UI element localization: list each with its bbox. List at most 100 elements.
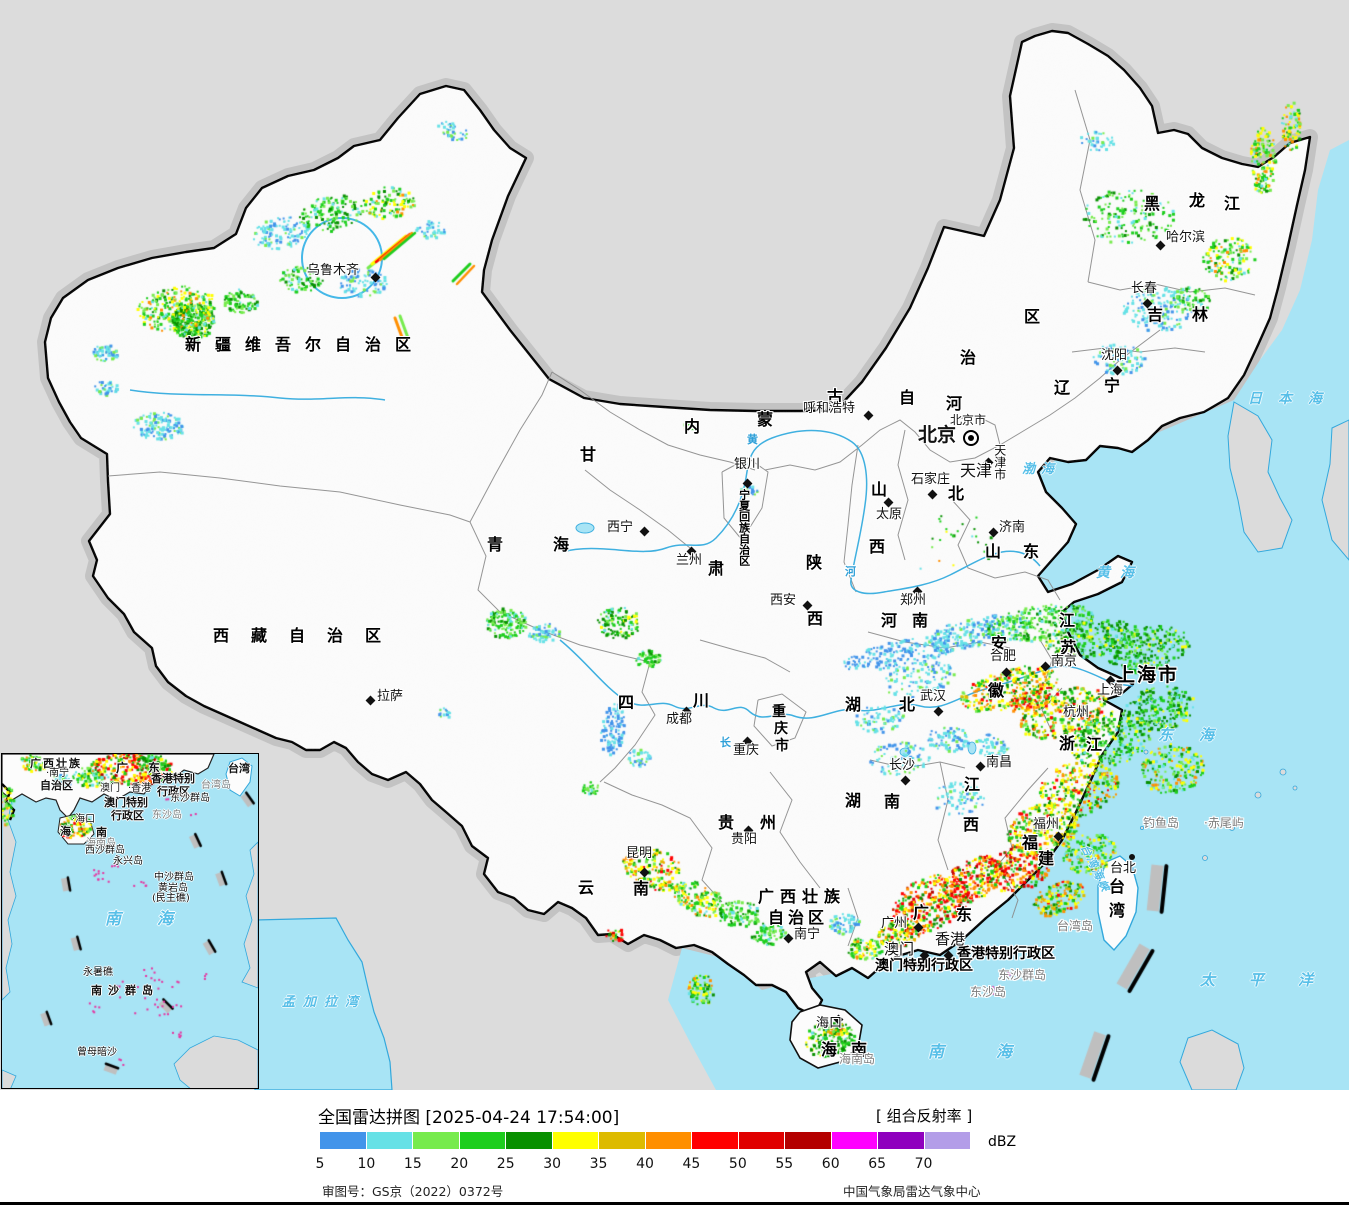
scale-tick: 25 [496, 1156, 515, 1172]
province-label: 香港特别行政区 [957, 946, 1055, 962]
city-label: 合肥 [990, 649, 1017, 664]
city-label: 杭州 [1063, 705, 1090, 720]
city-label: 西宁 [607, 520, 634, 535]
legend-approval-number: 审图号：GS京（2022）0372号 [322, 1184, 504, 1199]
city-marker [913, 922, 923, 932]
inset-label: 澳门特别 [104, 796, 148, 809]
sea-label: 孟加拉湾 [282, 995, 367, 1010]
province-label: 河 [881, 611, 898, 630]
legend-title: 全国雷达拼图 [2025-04-24 17:54:00] [318, 1108, 620, 1128]
city-label: 长春 [1131, 281, 1158, 296]
inset-label: 东 [148, 761, 161, 775]
scale-tick: 35 [589, 1156, 608, 1172]
city-label: 福州 [1033, 817, 1060, 832]
sea-label: 东海 [1158, 726, 1241, 744]
province-label: 广 [913, 903, 930, 922]
island-label: 钓鱼岛 [1143, 816, 1180, 830]
scale-tick: 30 [543, 1156, 562, 1172]
city-marker [639, 526, 649, 536]
province-label: 西 [963, 815, 980, 834]
sea-label: 南海 [928, 1042, 1065, 1061]
province-label: 上海市 [1116, 664, 1180, 686]
city-label: 澳门 [884, 940, 915, 958]
province-label: 湾 [1109, 901, 1126, 920]
province-label: 湖 [845, 695, 862, 714]
province-label: 甘 [580, 445, 597, 464]
province-label: 宁 [1104, 376, 1121, 395]
scale-cell [320, 1132, 366, 1149]
city-label: 郑州 [900, 593, 927, 608]
province-label: 新疆维吾尔自治区 [185, 335, 426, 354]
inset-label: ·香港 [128, 783, 152, 794]
island-label: 天津市 [992, 444, 1007, 480]
scale-cell [645, 1132, 691, 1149]
scale-tick: 70 [914, 1156, 933, 1172]
province-label: 南 [912, 611, 929, 630]
province-label: 林 [1192, 305, 1209, 324]
map-labels-layer: 日本海 渤海 黄海 东海 南海 太平洋 孟加拉湾 台湾海峡 新疆维吾尔自治区 西藏自治区青海甘肃内… [185, 191, 1348, 1066]
province-label: 川 [693, 691, 710, 710]
province-label: 徽 [988, 681, 1005, 700]
city-label: 南京 [1051, 654, 1078, 669]
island-label: 海南岛 [839, 1052, 876, 1066]
sea-label: 台湾海峡 [1078, 842, 1113, 895]
scale-cell [599, 1132, 645, 1149]
province-label: 内 [684, 417, 701, 436]
inset-map-south-china-sea: 广西壮族 自治区 ·南宁 广 东 台湾 台湾岛 香港特别 行政区 澳门特别 行政区 澳门 ·香港 东沙群岛… [1, 753, 259, 1089]
river-label: 黄 [747, 433, 758, 446]
city-label: 长沙 [889, 758, 916, 773]
province-label: 龙 [1189, 191, 1206, 210]
province-label: 黑 [1144, 194, 1161, 213]
colour-scale-ticks: 5 10 15 20 25 30 35 40 45 50 55 60 65 70 [0, 1156, 1349, 1172]
scale-cell [366, 1132, 412, 1149]
city-label: 天津 [960, 461, 993, 480]
city-label: 广州 [881, 916, 908, 931]
province-label: 湖 [845, 791, 862, 810]
city-marker [1155, 240, 1165, 250]
province-label: 江 [1086, 735, 1103, 754]
inset-label: 香港特别 [151, 772, 195, 785]
city-label: 乌鲁木齐 [307, 263, 360, 278]
inset-label: 曾母暗沙 [77, 1047, 117, 1058]
province-label: 州 [760, 813, 777, 832]
scale-tick: 65 [868, 1156, 887, 1172]
province-label: 浙 [1059, 734, 1076, 753]
inset-label: 东沙岛 [152, 810, 182, 821]
province-label: 西藏自治区 [213, 626, 404, 645]
city-label: 贵阳 [731, 832, 758, 847]
province-label: 江 [964, 775, 981, 794]
city-marker [370, 272, 380, 282]
scale-tick: 5 [315, 1156, 325, 1172]
city-marker [975, 761, 985, 771]
province-label: 海 [553, 535, 570, 554]
city-label: 武汉 [920, 689, 947, 704]
island-label: 东沙岛 [970, 985, 1007, 999]
province-label: 河 [946, 394, 963, 413]
sea-label: 太平洋 [1200, 971, 1348, 989]
city-label: 银川 [734, 457, 761, 472]
province-label: 南 [851, 1040, 868, 1059]
province-label: 江 [1059, 611, 1076, 630]
inset-label: 自治区 [40, 779, 73, 792]
province-label: 南 [633, 879, 650, 898]
city-label: 哈尔滨 [1166, 230, 1206, 245]
capital-marker-beijing [963, 430, 979, 446]
city-label: 重庆 [733, 743, 760, 758]
city-marker [783, 933, 793, 943]
island-label: 东沙群岛 [998, 968, 1047, 982]
province-label: 肃 [708, 559, 725, 578]
province-label: 吉 [1147, 305, 1164, 324]
province-label: 自治区 [768, 908, 829, 927]
scale-tick: 10 [357, 1156, 376, 1172]
inset-label: 南 [96, 826, 107, 839]
city-marker [933, 706, 943, 716]
island-label: 台湾岛 [1057, 919, 1094, 933]
scale-cell [413, 1132, 459, 1149]
scale-cell [878, 1132, 924, 1149]
province-label: 蒙 [757, 410, 774, 429]
province-label: 南 [884, 792, 901, 811]
province-label: 东 [956, 905, 973, 924]
inset-echo-canvas [2, 754, 258, 1088]
inset-label: 西沙群岛 [85, 845, 125, 856]
main-map: 日本海 渤海 黄海 东海 南海 太平洋 孟加拉湾 台湾海峡 新疆维吾尔自治区 西藏自治区青海甘肃内… [0, 0, 1349, 1090]
